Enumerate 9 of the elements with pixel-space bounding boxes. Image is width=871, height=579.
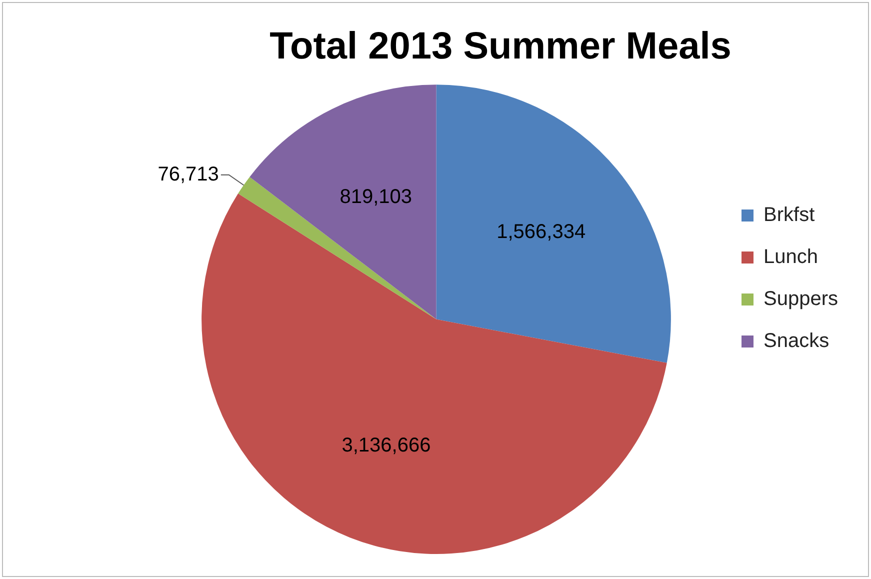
data-label: 76,713: [158, 163, 219, 186]
data-label: 819,103: [340, 186, 412, 208]
legend-label: Snacks: [764, 330, 830, 352]
data-label: 1,566,334: [496, 220, 586, 243]
data-label: 3,136,666: [342, 434, 431, 456]
legend-label: Lunch: [764, 246, 818, 268]
legend-label: Brkfst: [764, 204, 816, 226]
legend-label: Suppers: [764, 288, 838, 310]
chart-title: Total 2013 Summer Meals: [270, 25, 732, 68]
